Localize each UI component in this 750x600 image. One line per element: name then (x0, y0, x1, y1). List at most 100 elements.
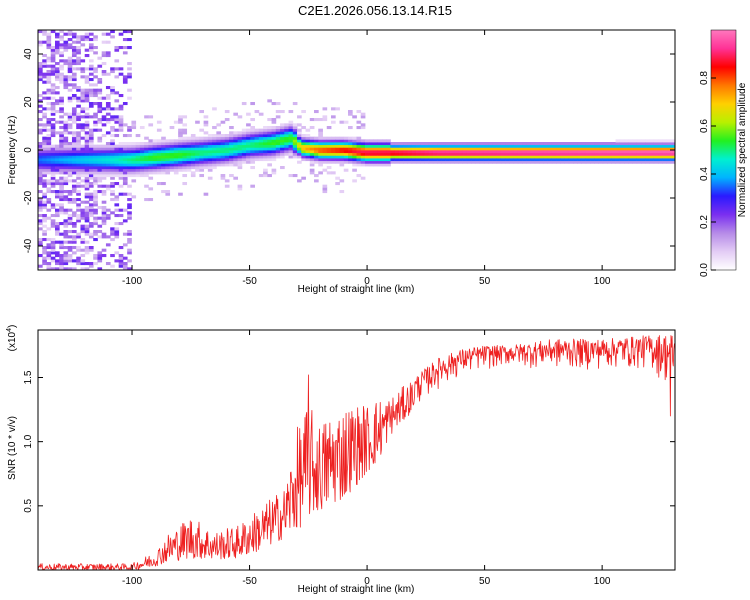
heatmap-cell (97, 110, 103, 114)
heatmap-cell (84, 230, 90, 234)
heatmap-cell (144, 144, 149, 148)
heatmap-cell (63, 160, 69, 164)
heatmap-cell (80, 123, 86, 127)
heatmap-cell (144, 163, 149, 167)
heatmap-cell (148, 160, 154, 164)
heatmap-cell (59, 134, 64, 138)
heatmap-cell (250, 126, 255, 130)
heatmap-cell (139, 171, 145, 175)
heatmap-cell (207, 152, 213, 156)
heatmap-cell (301, 142, 306, 146)
heatmap-cell (229, 126, 234, 130)
heatmap-cell (101, 118, 107, 122)
heatmap-cell (161, 182, 166, 186)
heatmap-cell (42, 171, 47, 175)
heatmap-cell (275, 139, 281, 143)
heatmap-cell (199, 150, 205, 154)
heatmap-cell (195, 150, 200, 154)
heatmap-cell (381, 139, 387, 143)
heatmap-cell (190, 163, 196, 167)
heatmap-cell (156, 155, 162, 159)
heatmap-cell (454, 160, 459, 164)
heatmap-cell (415, 142, 421, 146)
heatmap-cell (46, 43, 52, 47)
heatmap-cell (314, 118, 319, 122)
heatmap-cell (420, 142, 425, 146)
heatmap-cell (178, 136, 183, 140)
heatmap-cell (71, 48, 77, 52)
heatmap-cell (59, 267, 64, 271)
heatmap-cell (118, 67, 124, 71)
heatmap-cell (598, 158, 604, 162)
heatmap-cell (101, 54, 107, 58)
heatmap-cell (428, 155, 434, 159)
heatmap-cell (80, 179, 86, 183)
heatmap-cell (63, 211, 69, 215)
heatmap-cell (658, 139, 663, 143)
heatmap-cell (322, 107, 328, 111)
heatmap-cell (199, 155, 205, 159)
heatmap-cell (122, 147, 128, 151)
heatmap-cell (80, 216, 86, 220)
heatmap-cell (602, 158, 608, 162)
heatmap-cell (190, 160, 196, 164)
heatmap-cell (292, 134, 298, 138)
snr-x-label: Height of straight line (km) (298, 584, 415, 595)
heatmap-cell (203, 155, 209, 159)
heatmap-cell (59, 158, 64, 162)
heatmap-cell (67, 246, 73, 250)
heatmap-cell (505, 158, 510, 162)
heatmap-cell (670, 152, 676, 156)
heatmap-cell (229, 158, 234, 162)
heatmap-cell (658, 155, 663, 159)
y-tick-label: 0 (23, 147, 34, 153)
heatmap-cell (314, 160, 319, 164)
heatmap-cell (411, 155, 417, 159)
heatmap-cell (71, 184, 77, 188)
heatmap-cell (105, 160, 111, 164)
heatmap-cell (267, 174, 272, 178)
heatmap-cell (80, 248, 86, 252)
heatmap-cell (97, 168, 103, 172)
heatmap-cell (356, 158, 362, 162)
heatmap-cell (93, 208, 98, 212)
heatmap-cell (220, 152, 226, 156)
heatmap-cell (624, 155, 629, 159)
heatmap-cell (636, 152, 642, 156)
heatmap-cell (462, 155, 468, 159)
heatmap-cell (80, 126, 86, 130)
heatmap-cell (590, 158, 595, 162)
heatmap-cell (254, 128, 260, 132)
heatmap-cell (547, 144, 553, 148)
heatmap-cell (224, 179, 230, 183)
heatmap-cell (466, 152, 472, 156)
heatmap-cell (80, 99, 86, 103)
heatmap-cell (144, 160, 149, 164)
heatmap-cell (63, 155, 69, 159)
heatmap-cell (517, 160, 523, 164)
heatmap-cell (241, 139, 247, 143)
heatmap-cell (38, 70, 43, 74)
heatmap-cell (645, 144, 650, 148)
heatmap-cell (42, 259, 47, 263)
heatmap-cell (63, 267, 69, 271)
heatmap-cell (492, 150, 498, 154)
heatmap-cell (50, 214, 56, 218)
heatmap-cell (42, 262, 47, 266)
heatmap-cell (105, 155, 111, 159)
heatmap-cell (207, 134, 213, 138)
heatmap-cell (71, 32, 77, 36)
heatmap-cell (216, 123, 222, 127)
heatmap-cell (76, 46, 81, 50)
heatmap-cell (577, 158, 582, 162)
heatmap-cell (71, 83, 77, 87)
heatmap-cell (343, 147, 349, 151)
heatmap-cell (636, 139, 642, 143)
heatmap-cell (71, 211, 77, 215)
heatmap-cell (76, 232, 81, 236)
heatmap-cell (88, 176, 94, 180)
heatmap-cell (76, 182, 81, 186)
heatmap-cell (169, 168, 175, 172)
heatmap-cell (386, 142, 391, 146)
heatmap-cell (590, 142, 595, 146)
